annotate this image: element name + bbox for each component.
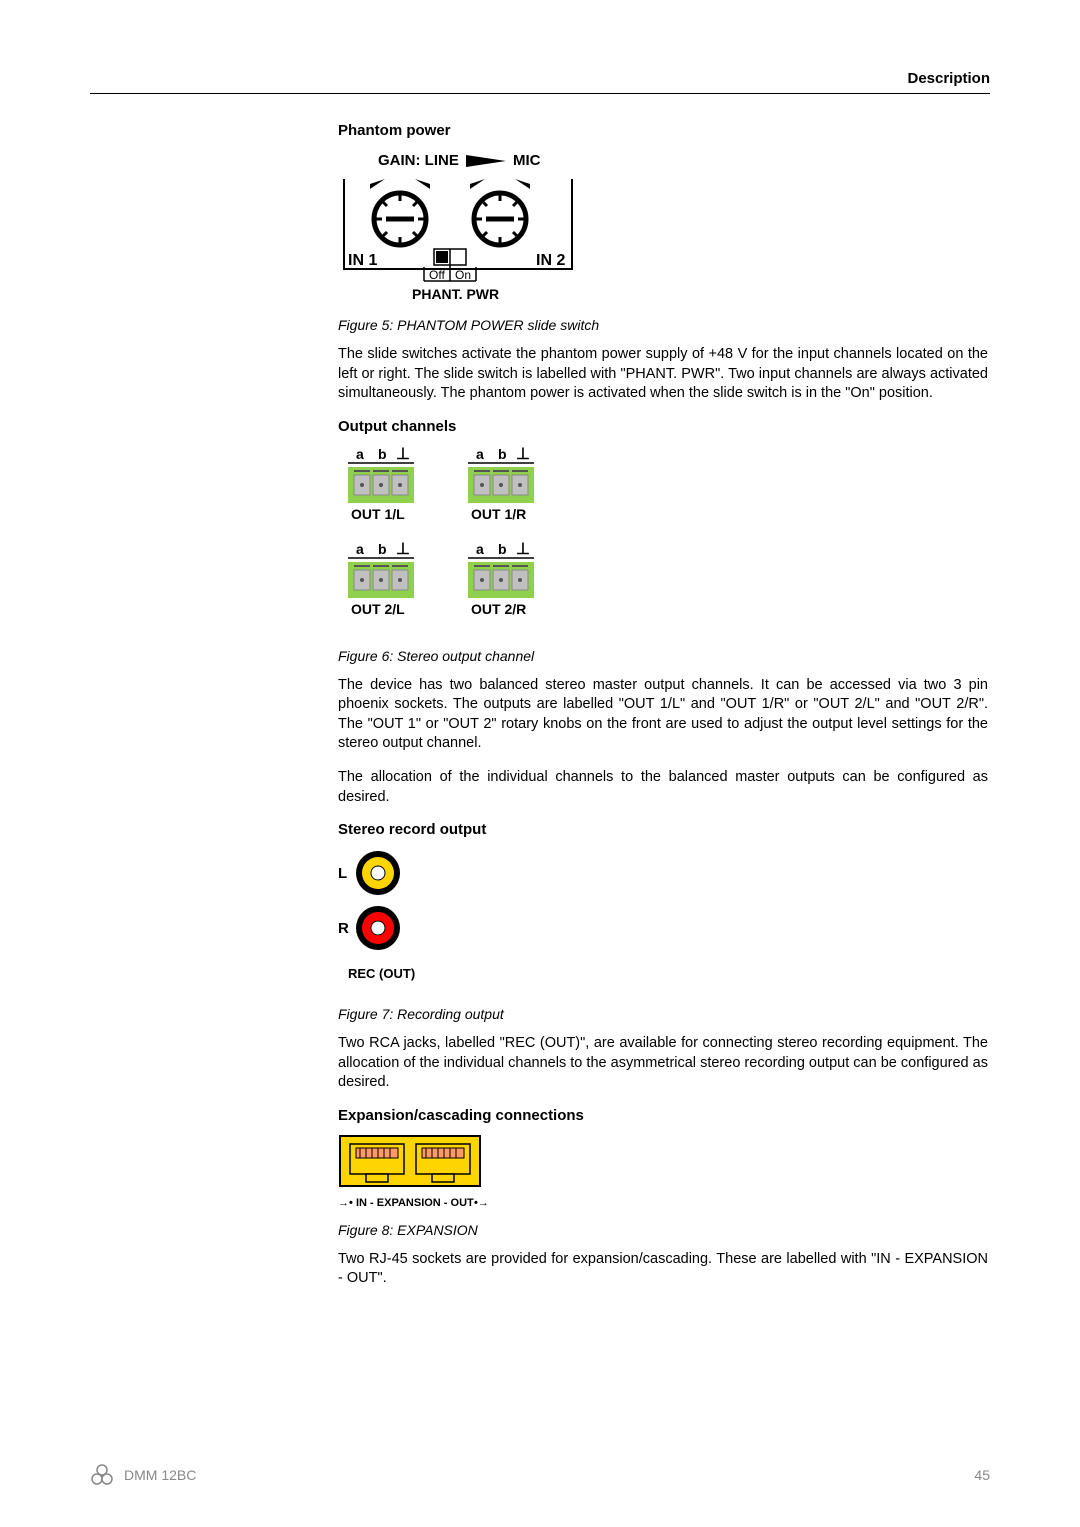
out1l-label: OUT 1/L [351,506,405,522]
expansion-text: Two RJ-45 sockets are provided for expan… [338,1250,988,1289]
out2l-label: OUT 2/L [351,601,405,617]
stereo-rec-caption: Figure 7: Recording output [338,1006,988,1022]
rec-out-label: REC (OUT) [348,966,415,981]
phantom-diagram: GAIN: LINE MIC [338,149,578,309]
out1r-label: OUT 1/R [471,506,526,522]
svg-text:⊥: ⊥ [516,446,530,463]
in2-label: IN 2 [536,252,565,269]
off-label: Off [429,268,445,282]
in1-label: IN 1 [348,252,377,269]
phantom-heading: Phantom power [338,122,988,139]
header-title: Description [90,70,990,94]
svg-text:a: a [356,446,364,462]
stereo-rec-text: Two RCA jacks, labelled "REC (OUT)", are… [338,1034,988,1093]
output-text2: The allocation of the individual channel… [338,768,988,807]
svg-text:⊥: ⊥ [516,541,530,558]
output-caption: Figure 6: Stereo output channel [338,648,988,664]
mic-text: MIC [513,152,541,169]
phantom-text: The slide switches activate the phantom … [338,345,988,404]
svg-text:a: a [356,541,364,557]
svg-text:b: b [378,541,387,557]
phant-pwr-label: PHANT. PWR [412,286,499,302]
svg-text:→•: →• [338,1197,353,1209]
svg-text:b: b [378,446,387,462]
footer-page: 45 [974,1467,990,1483]
svg-text:b: b [498,446,507,462]
output-text1: The device has two balanced stereo maste… [338,676,988,754]
expansion-diagram: →• IN - EXPANSION - OUT •→ [338,1134,498,1214]
expansion-heading: Expansion/cascading connections [338,1107,988,1124]
svg-text:⊥: ⊥ [396,541,410,558]
phantom-caption: Figure 5: PHANTOM POWER slide switch [338,317,988,333]
svg-text:⊥: ⊥ [396,446,410,463]
footer: DMM 12BC 45 [90,1463,990,1487]
expansion-caption: Figure 8: EXPANSION [338,1222,988,1238]
on-label: On [455,268,471,282]
L-label: L [338,865,347,882]
stereo-rec-heading: Stereo record output [338,821,988,838]
output-heading: Output channels [338,418,988,435]
svg-text:b: b [498,541,507,557]
expansion-label: IN - EXPANSION - OUT [356,1197,474,1209]
gain-line-text: GAIN: LINE [378,152,459,169]
footer-logo-icon [90,1463,114,1487]
stereo-rec-diagram: L R REC (OUT) [338,848,438,998]
svg-text:•→: •→ [474,1197,489,1209]
footer-model: DMM 12BC [124,1467,196,1483]
output-diagram: a b ⊥ OUT 1/L a b ⊥ [338,445,558,640]
svg-text:a: a [476,446,484,462]
R-label: R [338,920,349,937]
svg-text:a: a [476,541,484,557]
out2r-label: OUT 2/R [471,601,526,617]
